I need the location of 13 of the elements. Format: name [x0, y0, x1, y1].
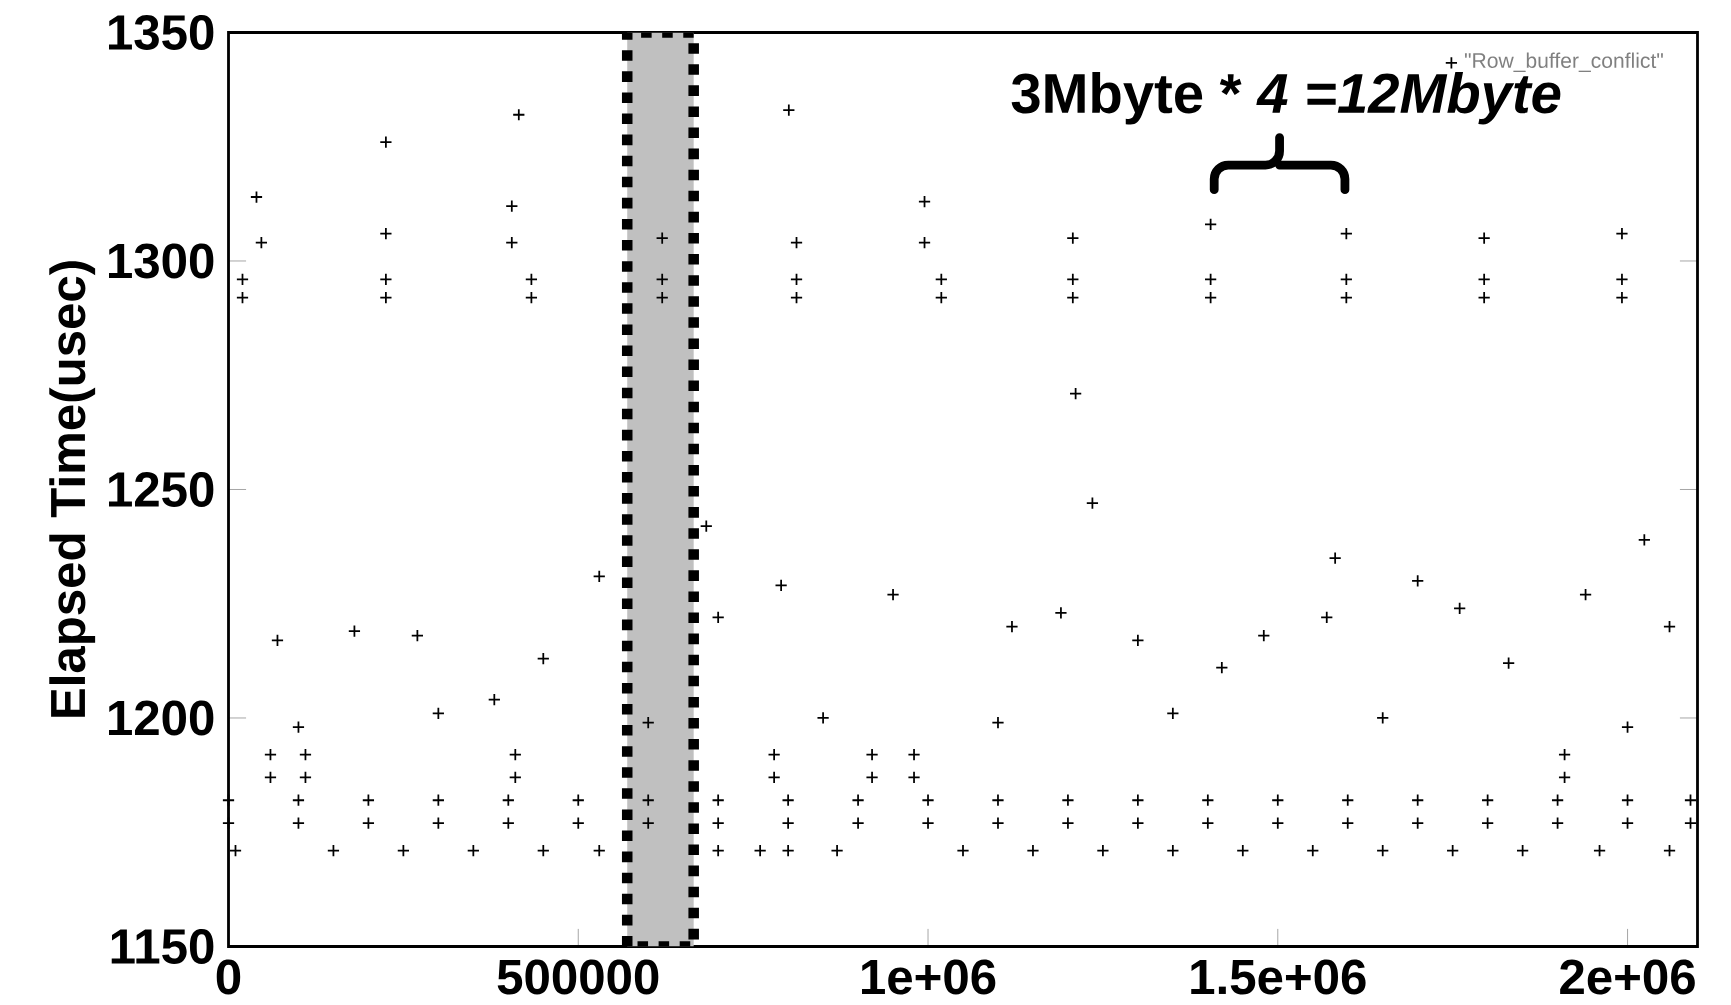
x-tick-label: 1.5e+06	[1191, 959, 1366, 995]
x-tick-label: 500000	[497, 959, 659, 995]
annotation: 3Mbyte *4 =12Mbyte	[1011, 72, 1561, 125]
y-tick-label: 1350	[109, 15, 214, 50]
y-tick-label: 1250	[109, 472, 214, 507]
y-tick-label: 1300	[109, 243, 214, 279]
y-tick-label: 1200	[109, 700, 214, 736]
y-axis-title: Elapsed Time(usec)	[49, 261, 96, 717]
y-tick-label: 1150	[111, 929, 214, 964]
legend-label: "Row_buffer_conflict"	[1464, 52, 1663, 72]
x-tick-label: 1e+06	[862, 959, 996, 995]
x-tick-label: 0	[216, 959, 241, 995]
x-tick-label: 2e+06	[1560, 959, 1695, 995]
